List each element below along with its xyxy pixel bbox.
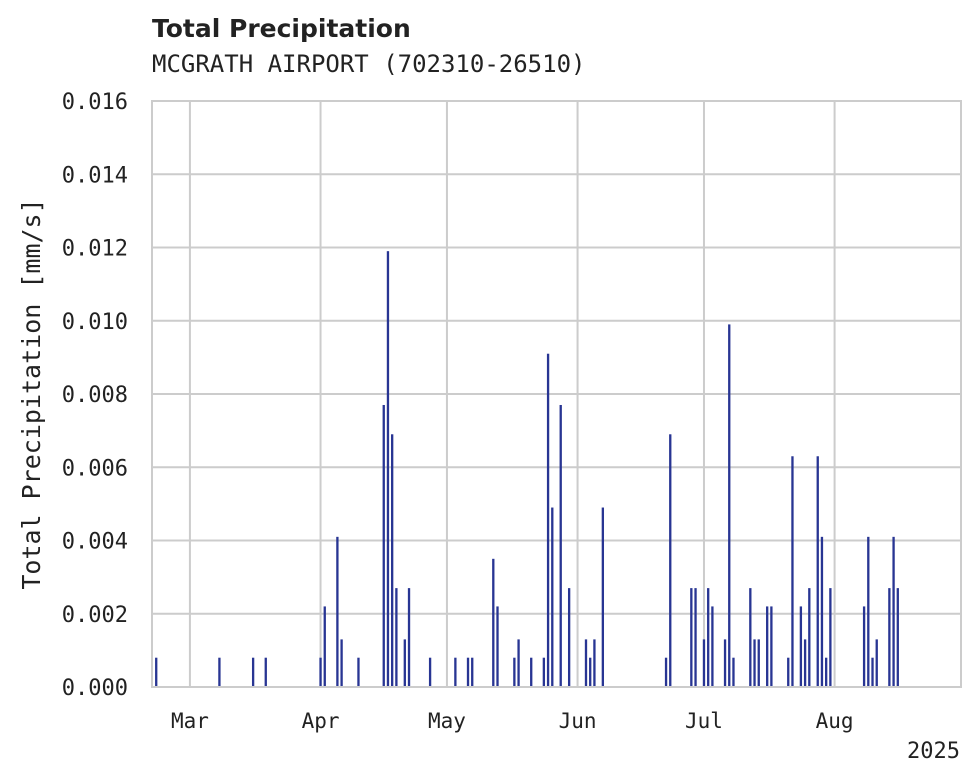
- y-tick-label: 0.004: [62, 530, 128, 555]
- x-tick-labels: Mar Apr May Jun Jul Aug: [171, 709, 854, 733]
- precip-bar: [340, 639, 343, 687]
- precip-bar: [808, 588, 811, 687]
- precip-bar: [816, 456, 819, 687]
- precip-bar: [749, 588, 752, 687]
- y-tick-label: 0.000: [62, 676, 128, 701]
- precip-bar: [492, 558, 495, 687]
- y-tick-label: 0.006: [62, 456, 128, 481]
- precip-bar: [428, 657, 432, 687]
- precip-bar: [896, 588, 899, 687]
- precip-bar: [862, 606, 866, 687]
- x-tick-label: Apr: [302, 709, 340, 733]
- precip-bar: [454, 657, 457, 687]
- precip-bar: [391, 434, 394, 687]
- precip-bar: [386, 251, 390, 687]
- precip-bar: [395, 588, 398, 687]
- precip-bar: [567, 588, 571, 687]
- x-tick-label: Jun: [559, 709, 597, 733]
- precip-bar: [892, 536, 895, 687]
- precip-bar: [728, 324, 731, 687]
- precip-bar: [589, 657, 592, 687]
- precip-bar: [530, 657, 533, 687]
- precip-bar: [407, 588, 411, 687]
- chart-title: Total Precipitation: [152, 14, 411, 43]
- precip-bar: [601, 507, 605, 687]
- precip-bar: [787, 657, 790, 687]
- y-axis-label: Total Precipitation [mm/s]: [17, 198, 46, 589]
- precip-bar: [517, 639, 520, 687]
- precip-bar: [888, 588, 891, 687]
- precip-bar: [825, 657, 828, 687]
- precip-bar: [829, 588, 832, 687]
- precip-bar: [690, 588, 693, 687]
- precip-bar: [803, 639, 807, 687]
- precip-bar: [707, 588, 710, 687]
- precip-bar: [669, 434, 672, 687]
- precip-bar: [766, 606, 769, 687]
- precip-bar: [875, 639, 878, 687]
- y-tick-label: 0.012: [62, 237, 128, 262]
- precip-bar: [694, 588, 697, 687]
- x-tick-label: May: [428, 709, 466, 733]
- precip-bar: [757, 639, 760, 687]
- precip-bar: [513, 657, 516, 687]
- y-tick-label: 0.014: [62, 163, 128, 188]
- precip-bar: [584, 639, 588, 687]
- y-tick-label: 0.010: [62, 310, 128, 335]
- precip-bar: [251, 657, 255, 687]
- precip-bar: [867, 536, 870, 687]
- y-tick-label: 0.008: [62, 383, 128, 408]
- precip-bar: [791, 456, 794, 687]
- precip-bar: [871, 657, 874, 687]
- precip-bar: [471, 657, 474, 687]
- y-tick-labels: 0.000 0.002 0.004 0.006 0.008 0.010 0.012 0.014…: [62, 90, 128, 701]
- precip-bar: [799, 606, 803, 687]
- precip-bar: [559, 404, 562, 687]
- x-tick-label: Aug: [816, 709, 854, 733]
- y-tick-label: 0.016: [62, 90, 128, 115]
- precip-bar: [382, 404, 385, 687]
- precip-bar: [496, 606, 499, 687]
- x-year-label: 2025: [907, 739, 960, 764]
- precip-bar: [711, 606, 714, 687]
- precip-bar: [732, 657, 735, 687]
- precip-bar: [264, 657, 267, 687]
- precip-bar: [551, 507, 554, 687]
- y-tick-label: 0.002: [62, 603, 128, 628]
- bars-group: [152, 251, 961, 688]
- precip-bar: [155, 657, 158, 687]
- precip-bar: [403, 639, 406, 687]
- precip-bar: [546, 353, 550, 687]
- precip-bar: [753, 639, 756, 687]
- precip-bar: [723, 639, 727, 687]
- x-tick-label: Mar: [171, 709, 209, 733]
- precip-bar: [770, 606, 773, 687]
- precip-bar: [820, 536, 824, 687]
- chart-subtitle: MCGRATH AIRPORT (702310-26510): [152, 50, 586, 78]
- grid-lines: [152, 100, 961, 688]
- precip-bar: [702, 639, 706, 687]
- precip-bar: [357, 657, 360, 687]
- precip-bar: [336, 536, 339, 687]
- precip-bar: [319, 657, 322, 687]
- precip-bar: [323, 606, 326, 687]
- precip-bar: [218, 657, 221, 687]
- precip-bar: [593, 639, 596, 687]
- precip-bar: [466, 657, 470, 687]
- precip-bar: [542, 657, 546, 687]
- x-tick-label: Jul: [685, 709, 723, 733]
- precip-bar: [664, 657, 668, 687]
